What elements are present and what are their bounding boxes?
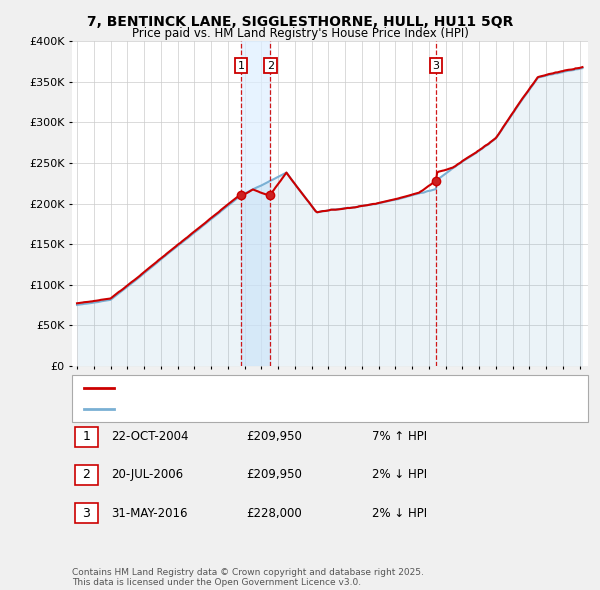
Text: £228,000: £228,000 — [246, 507, 302, 520]
Text: 7, BENTINCK LANE, SIGGLESTHORNE, HULL, HU11 5QR (detached house): 7, BENTINCK LANE, SIGGLESTHORNE, HULL, H… — [120, 383, 521, 393]
Text: 7% ↑ HPI: 7% ↑ HPI — [372, 430, 427, 443]
Text: 3: 3 — [433, 61, 439, 71]
Text: 3: 3 — [82, 507, 91, 520]
Text: 7, BENTINCK LANE, SIGGLESTHORNE, HULL, HU11 5QR: 7, BENTINCK LANE, SIGGLESTHORNE, HULL, H… — [87, 15, 513, 29]
Text: Contains HM Land Registry data © Crown copyright and database right 2025.
This d: Contains HM Land Registry data © Crown c… — [72, 568, 424, 587]
Text: £209,950: £209,950 — [246, 430, 302, 443]
Text: 2% ↓ HPI: 2% ↓ HPI — [372, 468, 427, 481]
Bar — [241, 41, 271, 366]
Text: £209,950: £209,950 — [246, 468, 302, 481]
Text: 22-OCT-2004: 22-OCT-2004 — [111, 430, 188, 443]
Text: 2: 2 — [267, 61, 274, 71]
Text: 2: 2 — [82, 468, 91, 481]
Text: HPI: Average price, detached house, East Riding of Yorkshire: HPI: Average price, detached house, East… — [120, 404, 451, 414]
Text: 1: 1 — [238, 61, 245, 71]
Text: Price paid vs. HM Land Registry's House Price Index (HPI): Price paid vs. HM Land Registry's House … — [131, 27, 469, 40]
Text: 1: 1 — [82, 430, 91, 443]
Text: 2% ↓ HPI: 2% ↓ HPI — [372, 507, 427, 520]
Text: 31-MAY-2016: 31-MAY-2016 — [111, 507, 187, 520]
Text: 20-JUL-2006: 20-JUL-2006 — [111, 468, 183, 481]
